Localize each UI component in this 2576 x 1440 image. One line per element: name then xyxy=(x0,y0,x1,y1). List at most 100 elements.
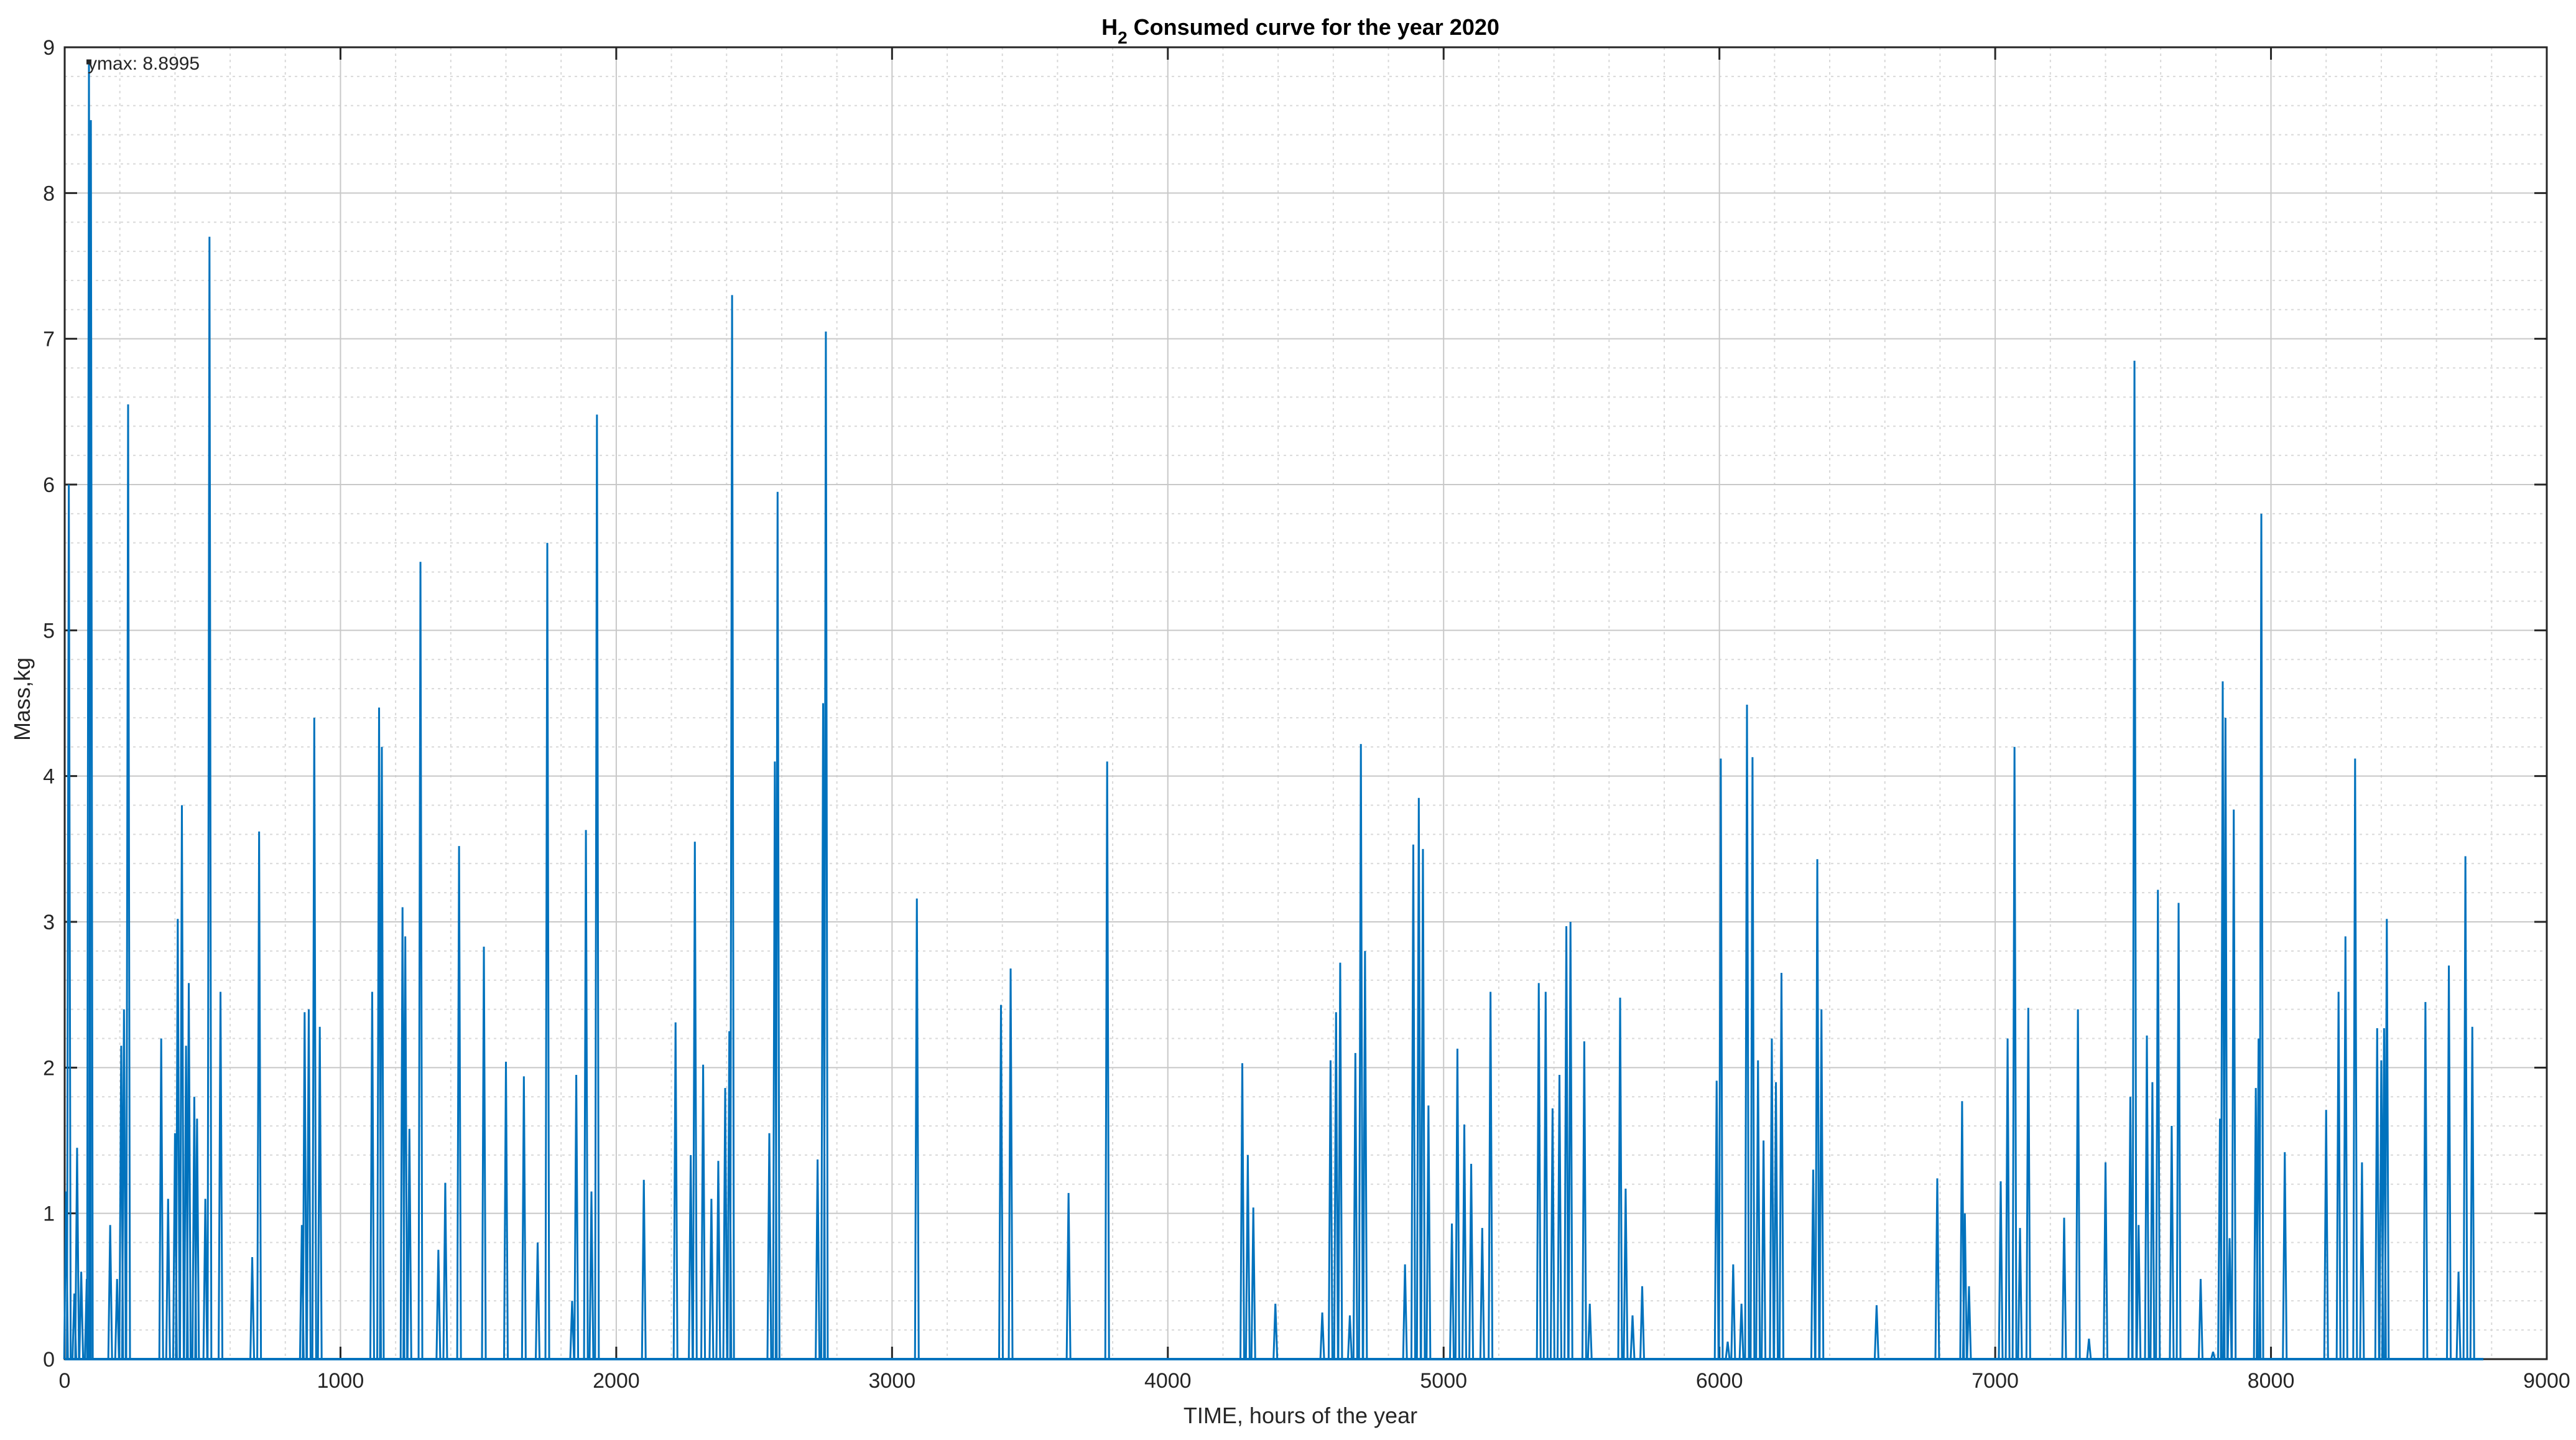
series-spike xyxy=(583,830,589,1360)
series-spike xyxy=(1814,859,1820,1360)
series-spike xyxy=(2231,809,2237,1360)
series-spike xyxy=(692,842,698,1360)
series-spike xyxy=(1778,973,1784,1360)
series-spike xyxy=(672,1022,679,1360)
series-spike xyxy=(435,1250,442,1360)
series-spike xyxy=(1420,848,1426,1360)
series-spike xyxy=(165,1199,171,1360)
series-spike xyxy=(1617,997,1623,1360)
series-spike xyxy=(302,1012,308,1360)
series-spike xyxy=(175,919,181,1360)
series-spike xyxy=(317,1026,323,1360)
series-spike xyxy=(2384,919,2390,1360)
series-spike xyxy=(2446,965,2452,1360)
y-tick-label: 5 xyxy=(43,619,55,643)
series-spike xyxy=(1769,1038,1775,1360)
series-spike xyxy=(186,983,192,1360)
series-spike xyxy=(256,831,262,1360)
series-spike xyxy=(2131,360,2138,1360)
series-spike xyxy=(1749,757,1756,1360)
series-spike xyxy=(544,542,550,1360)
y-tick-label: 8 xyxy=(43,182,55,205)
series-spike xyxy=(369,992,375,1360)
chart-title: H2 Consumed curve for the year 2020 xyxy=(1101,14,1499,47)
series-spike xyxy=(2226,1238,2233,1360)
series-spike xyxy=(1362,950,1368,1360)
series-spike xyxy=(2352,758,2358,1360)
x-tick-labels: 0 1000 2000 3000 4000 5000 6000 7000 8000 9000 xyxy=(59,1369,2570,1393)
series-spike xyxy=(66,484,72,1360)
series-spike xyxy=(1761,1140,1767,1360)
title-main: H xyxy=(1101,14,1118,40)
series-spike xyxy=(1410,844,1416,1360)
series-spike xyxy=(1065,1192,1072,1360)
y-axis-label: Mass,kg xyxy=(9,657,35,741)
series-spike xyxy=(1725,1341,1731,1360)
series-spike xyxy=(1755,1060,1761,1360)
series-spike xyxy=(1415,797,1422,1360)
series-spike xyxy=(1564,926,1570,1360)
x-tick-label: 3000 xyxy=(869,1369,916,1393)
series-spike xyxy=(2127,1097,2133,1360)
series-spike xyxy=(1738,1303,1744,1360)
series-spike xyxy=(2323,1110,2329,1360)
series-spike xyxy=(815,1159,821,1360)
x-tick-label: 4000 xyxy=(1144,1369,1192,1393)
series-spike xyxy=(2197,1279,2203,1360)
series-spike xyxy=(641,1179,647,1360)
series-spike xyxy=(2359,1162,2365,1360)
series-spike xyxy=(1239,1063,1246,1360)
series-spike xyxy=(442,1182,448,1360)
series-spike xyxy=(1744,704,1750,1360)
series-spike xyxy=(456,846,462,1360)
series-spike xyxy=(503,1061,509,1360)
series-spike xyxy=(569,1301,575,1360)
series-spike xyxy=(1402,1264,1408,1360)
x-tick-label: 9000 xyxy=(2523,1369,2570,1393)
x-axis-label: TIME, hours of the year xyxy=(1184,1403,1417,1428)
series-spike xyxy=(206,236,213,1360)
series-spike xyxy=(1250,1207,1256,1360)
series-spike xyxy=(688,1154,694,1360)
series-spike xyxy=(998,1005,1004,1360)
series-spike xyxy=(1461,1124,1467,1360)
series-spike xyxy=(2061,1217,2067,1360)
series-spike xyxy=(1327,1060,1333,1360)
series-spike xyxy=(311,717,317,1360)
series-spike xyxy=(194,1118,200,1360)
series-spike xyxy=(2462,856,2468,1360)
series-spike xyxy=(1008,968,1014,1360)
series-spike xyxy=(2011,746,2018,1360)
y-tick-labels: 0 1 2 3 4 5 6 7 8 9 xyxy=(43,36,55,1372)
series-spike xyxy=(1488,992,1494,1360)
series-spike xyxy=(1272,1303,1279,1360)
series-spike xyxy=(88,120,94,1360)
series-spike xyxy=(1479,1228,1485,1360)
series-spike xyxy=(1454,1048,1460,1360)
series-spike xyxy=(1244,1154,1251,1360)
title-subscript: 2 xyxy=(1118,28,1128,47)
series-spike xyxy=(125,404,131,1360)
series-spike xyxy=(1639,1286,1645,1360)
x-tick-label: 5000 xyxy=(1420,1369,1467,1393)
y-tick-label: 2 xyxy=(43,1056,55,1080)
series-spike xyxy=(1998,1181,2004,1360)
series-spike xyxy=(1934,1178,1940,1360)
series-spike xyxy=(1449,1224,1455,1360)
series-spike xyxy=(158,1038,164,1360)
series-spike xyxy=(1962,1213,1968,1360)
series-spike xyxy=(2086,1339,2092,1360)
series-spike xyxy=(1966,1286,1972,1360)
series-spike xyxy=(1629,1315,1636,1360)
series-spike xyxy=(2282,1152,2288,1360)
series-spike xyxy=(114,1279,120,1360)
x-tick-label: 8000 xyxy=(2248,1369,2295,1393)
series-spike xyxy=(1581,1041,1587,1360)
series-spike xyxy=(2017,1228,2023,1360)
x-tick-label: 7000 xyxy=(1971,1369,2019,1393)
series-spike xyxy=(2258,513,2264,1360)
series-spike xyxy=(1468,1163,1475,1360)
ymax-marker xyxy=(86,59,92,65)
